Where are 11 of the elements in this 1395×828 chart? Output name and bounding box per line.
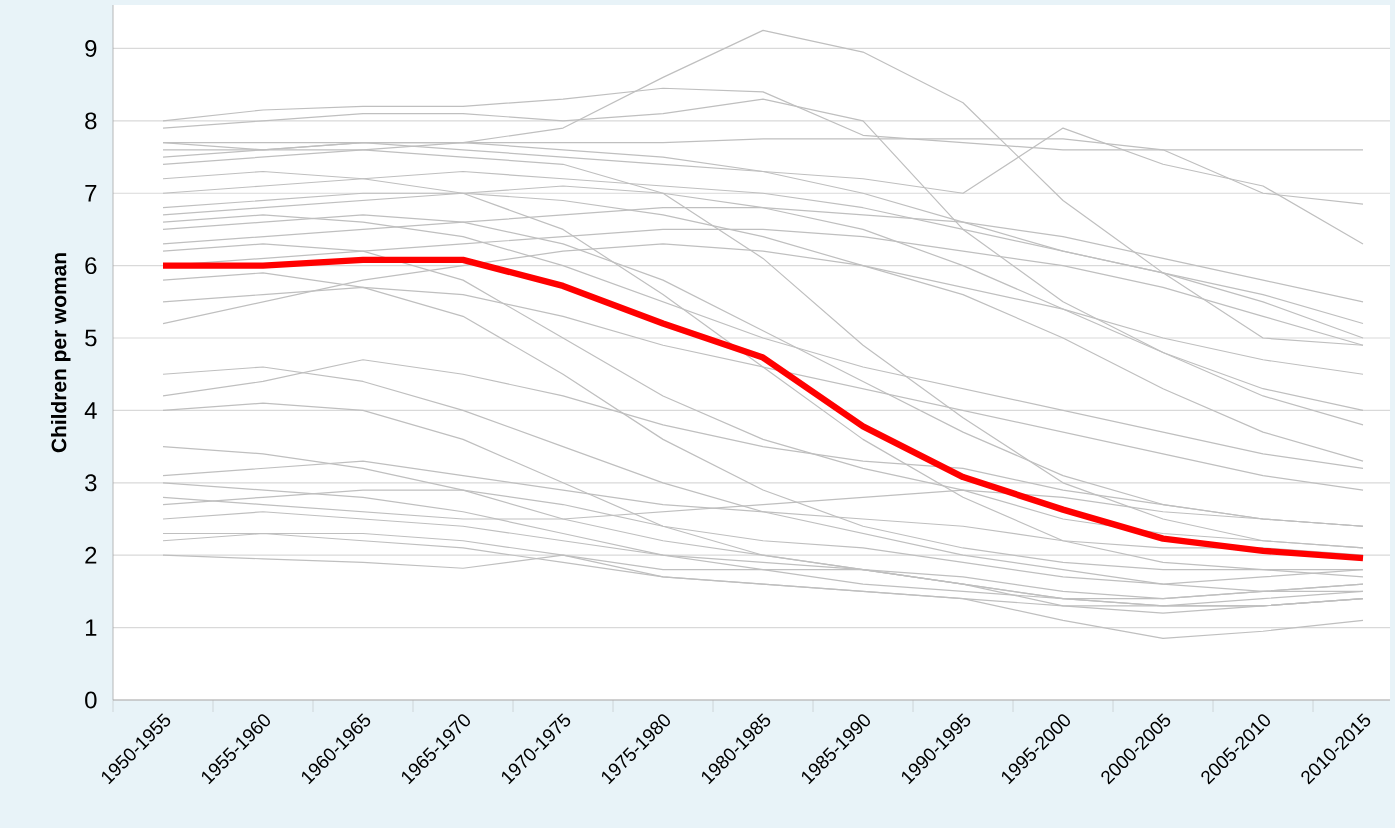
- y-axis-title: Children per woman: [50, 253, 71, 453]
- y-tick-label: 1: [85, 619, 97, 636]
- y-tick-label: 3: [85, 474, 97, 492]
- y-tick-label: 6: [85, 257, 97, 275]
- y-tick-label: 2: [85, 546, 97, 564]
- y-tick-label: 8: [85, 112, 97, 130]
- y-tick-label: 0: [85, 691, 97, 709]
- y-tick-label: 9: [85, 39, 97, 57]
- y-tick-label: 5: [85, 329, 97, 347]
- y-tick-label: 4: [84, 402, 97, 419]
- y-tick-label: 7: [85, 185, 97, 202]
